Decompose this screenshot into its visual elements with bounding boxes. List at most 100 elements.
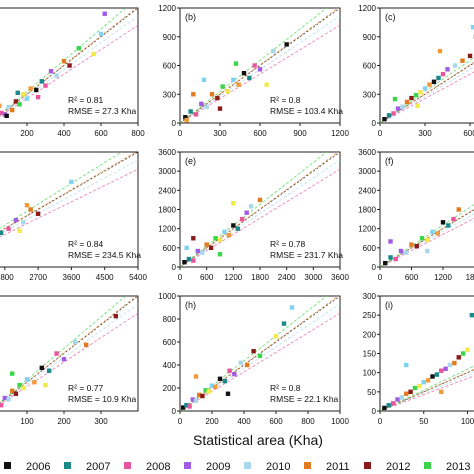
trend-line: [0, 15, 138, 117]
plot-area: [380, 312, 474, 411]
data-point: [225, 391, 231, 396]
x-tick-label: 1800: [251, 273, 269, 282]
scatter-panel-3: 0 300 600 0 300 600 900 1200 (c): [358, 4, 474, 138]
y-tick-label: 0: [172, 263, 177, 272]
data-point: [213, 384, 218, 390]
data-point: [61, 357, 67, 362]
y-tick-label: 0: [172, 119, 177, 128]
x-tick-label: 0: [378, 129, 383, 138]
trend-line: [0, 24, 138, 117]
trend-line: [180, 152, 328, 267]
legend-swatch-2012: [364, 462, 371, 469]
data-point: [191, 258, 196, 263]
figure-x-axis-label: Statistical area (Kha): [193, 432, 323, 448]
data-point: [13, 217, 19, 223]
data-point: [247, 75, 252, 81]
r-squared-annotation: R² = 0.81: [68, 95, 103, 105]
data-point: [399, 395, 405, 400]
data-point: [217, 252, 223, 257]
data-point: [264, 82, 269, 87]
scatter-panel-9: 0 50 100 0 50 100 150 200 250 300 (i): [363, 292, 474, 426]
trend-line: [380, 365, 474, 411]
x-tick-label: 1000: [331, 417, 349, 426]
rmse-annotation: RMSE = 234.5 Kha: [68, 250, 141, 260]
data-point: [201, 77, 207, 83]
data-point: [382, 116, 387, 122]
trend-line: [180, 152, 340, 267]
x-tick-label: 200: [57, 417, 71, 426]
data-point: [409, 95, 414, 101]
data-point: [281, 321, 287, 326]
trend-line: [380, 208, 474, 267]
panel-label: (h): [185, 300, 196, 310]
data-point: [10, 371, 15, 376]
data-point: [6, 397, 11, 402]
data-point: [445, 67, 450, 72]
data-point: [248, 204, 254, 209]
year-legend: 2006 2007 2008 2009 2010 2011 2012 2013: [4, 461, 470, 473]
data-point: [91, 51, 96, 57]
data-point: [191, 236, 196, 241]
data-point: [21, 92, 26, 97]
data-point: [102, 11, 107, 16]
x-tick-label: 600: [200, 273, 214, 282]
data-point: [232, 372, 237, 377]
data-point: [404, 362, 409, 368]
data-point: [419, 236, 425, 241]
trend-line: [380, 368, 474, 411]
y-tick-label: 3000: [158, 167, 176, 176]
legend-swatch-2006: [4, 462, 11, 469]
x-tick-label: 200: [20, 129, 34, 138]
data-point: [251, 349, 256, 354]
legend-swatch-2007: [64, 462, 71, 469]
y-tick-label: 2400: [158, 186, 176, 195]
data-point: [34, 87, 39, 93]
data-point: [204, 242, 209, 247]
one-to-one-line: [0, 8, 138, 116]
x-tick-label: 600: [405, 273, 419, 282]
plot-area: [0, 152, 138, 238]
legend-swatch-2009: [184, 462, 191, 469]
data-point: [24, 377, 30, 382]
r-squared-annotation: R² = 0.84: [68, 239, 103, 249]
data-point: [72, 339, 78, 345]
y-tick-label: 1000: [158, 292, 176, 301]
data-point: [39, 365, 44, 371]
data-point: [390, 401, 396, 406]
legend-swatch-2013: [424, 462, 431, 469]
data-point: [437, 48, 443, 54]
data-point: [383, 260, 388, 266]
data-point: [440, 71, 446, 77]
data-point: [84, 342, 89, 348]
x-tick-label: 3000: [304, 273, 322, 282]
legend-label-2006: 2006: [26, 461, 50, 473]
y-tick-label: 600: [163, 62, 177, 71]
r-squared-annotation: R² = 0.78: [270, 239, 305, 249]
r-squared-annotation: R² = 0.8: [270, 383, 301, 393]
scatter-panel-6: 0 600 1200 1800 0 600 1200 1800 2400 3000 3600 (f): [358, 148, 474, 282]
data-point: [231, 77, 236, 83]
data-point: [17, 382, 22, 388]
data-point: [273, 334, 279, 339]
data-point: [197, 392, 202, 398]
r-squared-annotation: R² = 0.8: [270, 95, 301, 105]
data-point: [430, 374, 435, 379]
data-point: [217, 237, 223, 243]
trend-line: [380, 372, 474, 411]
data-point: [204, 104, 209, 109]
y-tick-label: 400: [163, 361, 177, 370]
data-point: [456, 355, 461, 360]
y-tick-label: 50: [367, 388, 376, 397]
data-point: [452, 360, 457, 366]
r-squared-annotation: R² = 0.77: [68, 383, 103, 393]
x-tick-label: 100: [461, 417, 474, 426]
data-point: [418, 90, 423, 95]
data-point: [191, 92, 196, 97]
y-tick-label: 900: [163, 33, 177, 42]
legend-label-2007: 2007: [86, 461, 110, 473]
x-tick-label: 600: [269, 417, 283, 426]
data-point: [76, 46, 81, 51]
plot-area: [180, 152, 340, 267]
data-point: [241, 70, 247, 76]
data-point: [386, 403, 391, 408]
